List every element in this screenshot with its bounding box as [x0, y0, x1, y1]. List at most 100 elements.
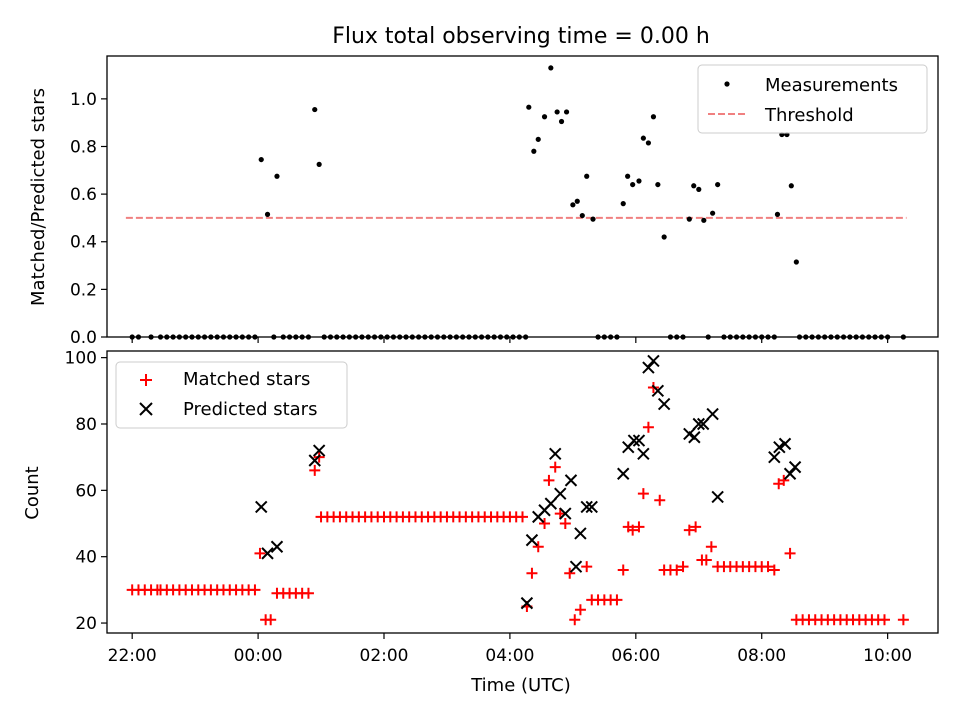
matched-stars-point	[700, 554, 712, 566]
bottom-y-tick-label: 80	[75, 415, 97, 435]
predicted-stars-point	[768, 450, 781, 464]
predicted-stars-point	[554, 487, 567, 500]
measurement-point	[312, 106, 318, 113]
bottom-y-tick-label: 60	[75, 481, 97, 501]
measurement-point	[645, 140, 652, 146]
predicted-stars-point	[711, 490, 724, 504]
bottom-x-ticks: 22:00 00:00 02:00 04:00 06:00 08:00 10:00	[108, 633, 912, 666]
measurement-point	[640, 135, 646, 141]
matched-stars-point	[581, 561, 593, 573]
predicted-stars-point	[520, 596, 534, 610]
matched-stars-point	[627, 524, 639, 536]
measurement-point	[620, 201, 626, 207]
measurement-point	[696, 186, 702, 192]
matched-stars-point	[642, 421, 654, 433]
x-tick-label: 00:00	[234, 646, 283, 666]
matched-stars-point	[633, 521, 645, 533]
legend-matched-marker	[140, 374, 152, 386]
measurement-point	[574, 198, 580, 204]
predicted-stars-point	[564, 474, 578, 487]
predicted-stars-point	[637, 447, 650, 461]
top-y-tick-label: 1.0	[70, 90, 97, 110]
predicted-stars-point	[783, 467, 797, 480]
top-x-ticks	[131, 337, 889, 343]
predicted-stars-point	[544, 497, 558, 510]
measurement-point	[650, 114, 657, 120]
bottom-y-ticks: 20 40 60 80 100	[65, 349, 107, 634]
legend-measurements-label: Measurements	[765, 75, 898, 96]
predicted-stars-point	[308, 454, 321, 467]
measurement-point	[526, 104, 532, 110]
measurement-point	[563, 109, 570, 115]
matched-stars-point	[762, 561, 774, 573]
matched-stars-point	[549, 461, 561, 473]
predicted-stars-point	[651, 384, 665, 398]
bottom-y-tick-label: 20	[75, 614, 97, 634]
bottom-y-tick-label: 40	[75, 548, 97, 568]
legend-measurements-marker	[724, 81, 730, 87]
measurement-point	[590, 216, 596, 222]
measurement-point	[630, 181, 636, 188]
matched-stars-point	[778, 474, 790, 486]
predicted-stars-point	[657, 397, 671, 411]
measurement-point	[531, 148, 537, 154]
matched-stars-point	[878, 614, 890, 626]
measurement-point	[655, 181, 661, 188]
predicted-stars-point	[617, 467, 630, 480]
top-y-tick-label: 0.4	[70, 233, 97, 253]
matched-stars-point	[671, 564, 683, 576]
predicted-stars-point	[312, 444, 326, 457]
measurement-point	[258, 156, 264, 163]
predicted-stars-point	[525, 533, 539, 547]
measurement-point	[793, 259, 799, 265]
matched-stars-point	[897, 614, 909, 626]
top-y-tick-label: 0.8	[70, 137, 97, 157]
x-tick-label: 02:00	[360, 646, 409, 666]
matched-stars-point	[677, 561, 689, 573]
matched-stars-point	[559, 518, 571, 530]
measurement-point	[579, 212, 585, 219]
predicted-stars-point	[632, 434, 646, 447]
predicted-stars-point	[688, 431, 701, 444]
predicted-stars-point	[569, 560, 583, 573]
matched-stars-point	[309, 464, 321, 476]
bottom-plot-area	[126, 354, 909, 626]
measurement-point	[554, 109, 560, 115]
predicted-stars-point	[549, 447, 562, 461]
predicted-stars-point	[647, 354, 660, 368]
predicted-stars-point	[773, 441, 786, 454]
x-tick-label: 22:00	[108, 646, 157, 666]
top-y-tick-label: 0.0	[70, 328, 97, 348]
measurement-point	[558, 118, 565, 125]
top-y-axis-label: Matched/Predicted stars	[28, 88, 49, 306]
matched-stars-point	[543, 474, 555, 486]
measurement-point	[691, 183, 697, 189]
x-tick-label: 10:00	[863, 646, 912, 666]
matched-stars-point	[690, 521, 702, 533]
predicted-stars-point	[261, 547, 274, 560]
legend-matched-label: Matched stars	[183, 369, 310, 390]
top-y-tick-label: 0.2	[70, 280, 97, 300]
measurement-point	[570, 202, 576, 208]
matched-stars-point	[683, 524, 695, 536]
matched-stars-point	[705, 541, 717, 553]
measurement-point	[710, 210, 716, 216]
top-axes-frame	[106, 55, 939, 338]
measurement-point	[686, 216, 692, 222]
legend-threshold-label: Threshold	[764, 105, 854, 126]
predicted-stars-point	[574, 527, 587, 540]
matched-stars-point	[617, 564, 629, 576]
predicted-stars-point	[788, 460, 802, 474]
matched-stars-point	[517, 511, 528, 523]
predicted-stars-point	[692, 417, 705, 431]
top-y-ticks: 0.0 0.2 0.4 0.6 0.8 1.0	[70, 90, 107, 348]
matched-stars-point	[768, 564, 780, 576]
matched-stars-point	[249, 584, 261, 596]
measurement-point	[535, 136, 541, 142]
matched-stars-point	[564, 567, 576, 579]
x-axis-label: Time (UTC)	[470, 675, 571, 696]
legend-predicted-label: Predicted stars	[183, 399, 317, 420]
predicted-stars-point	[706, 407, 719, 421]
predicted-stars-point	[778, 437, 792, 451]
